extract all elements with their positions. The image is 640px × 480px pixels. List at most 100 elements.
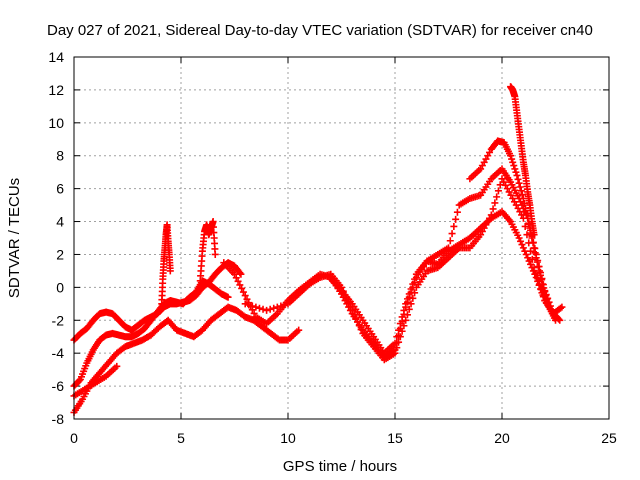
data-point <box>510 162 518 170</box>
data-point <box>529 267 537 275</box>
y-tick-label: -4 <box>52 345 65 361</box>
data-point <box>509 158 517 166</box>
data-point <box>403 295 411 303</box>
y-tick-label: 6 <box>56 181 64 197</box>
data-point <box>266 305 274 313</box>
data-point <box>493 193 501 201</box>
data-point <box>403 311 411 319</box>
data-point <box>280 301 288 309</box>
data-point <box>530 231 538 239</box>
x-tick-label: 25 <box>601 430 617 446</box>
data-point <box>224 293 232 301</box>
data-point <box>538 276 546 284</box>
data-point <box>400 322 408 330</box>
data-point <box>516 183 524 191</box>
data-point <box>250 309 258 317</box>
data-point <box>558 303 566 311</box>
data-point <box>113 362 121 370</box>
tick-label-layer: 0 5 10 15 20 25 -8 -6 -4 -2 0 2 4 6 8 10 12 14 <box>48 49 617 446</box>
data-point <box>544 299 552 307</box>
x-tick-label: 20 <box>494 430 510 446</box>
data-point <box>402 316 410 324</box>
data-point <box>398 327 406 335</box>
data-point <box>535 267 543 275</box>
data-point <box>411 275 419 283</box>
data-point <box>511 165 519 173</box>
x-tick-label: 10 <box>280 430 296 446</box>
y-tick-label: 10 <box>48 115 64 131</box>
data-point <box>295 326 303 334</box>
data-point <box>513 171 521 179</box>
data-point <box>523 231 531 239</box>
data-point <box>357 326 365 334</box>
data-point <box>514 175 522 183</box>
data-point <box>537 271 545 279</box>
series-track-h <box>466 137 559 324</box>
chart-title: Day 027 of 2021, Sidereal Day-to-day VTE… <box>47 22 593 39</box>
data-point <box>231 270 238 278</box>
data-point <box>448 230 456 238</box>
data-point <box>405 305 413 313</box>
data-point <box>407 285 415 293</box>
data-point <box>243 295 251 303</box>
data-point <box>452 215 460 223</box>
data-point <box>166 267 174 275</box>
data-point <box>232 274 240 282</box>
data-point <box>532 273 540 281</box>
data-point <box>518 241 526 249</box>
x-tick-label: 15 <box>387 430 403 446</box>
data-point <box>529 239 537 247</box>
data-point <box>391 339 399 347</box>
data-point <box>522 250 530 258</box>
x-tick-label: 0 <box>70 430 78 446</box>
data-point <box>75 377 83 385</box>
y-tick-label: 2 <box>56 246 64 262</box>
data-point <box>517 237 525 245</box>
data-point <box>534 263 542 271</box>
data-point <box>259 305 267 313</box>
data-point <box>393 333 401 341</box>
data-point <box>524 254 532 262</box>
data-point <box>525 257 533 265</box>
y-tick-label: 0 <box>56 279 64 295</box>
series-track-g <box>327 208 566 357</box>
data-point <box>491 199 499 207</box>
data-point <box>531 270 539 278</box>
data-point <box>533 258 541 266</box>
x-axis-title: GPS time / hours <box>283 458 397 475</box>
data-point <box>507 152 515 160</box>
data-point <box>537 285 545 293</box>
data-point <box>543 295 551 303</box>
data-point <box>453 208 461 216</box>
data-point <box>238 284 246 292</box>
data-point <box>395 326 403 334</box>
data-point <box>273 303 281 311</box>
data-point <box>393 344 401 352</box>
data-point <box>541 288 549 296</box>
data-point <box>494 187 502 195</box>
data-point <box>402 300 410 308</box>
data-point <box>355 322 363 330</box>
data-point <box>354 318 362 326</box>
data-point <box>395 338 403 346</box>
series-spike-6h <box>196 218 219 285</box>
data-point <box>534 277 542 285</box>
data-point <box>521 247 529 255</box>
y-tick-label: 14 <box>48 49 64 65</box>
data-point <box>515 179 523 187</box>
data-point <box>263 306 271 314</box>
data-point <box>489 205 497 213</box>
data-point <box>521 222 529 230</box>
data-point <box>539 280 547 288</box>
data-point <box>245 301 253 309</box>
data-point <box>236 269 244 277</box>
data-point <box>400 306 408 314</box>
data-point <box>512 168 520 176</box>
data-point <box>519 244 527 252</box>
data-point <box>531 249 539 257</box>
data-point <box>535 281 543 289</box>
data-point <box>234 277 242 285</box>
x-tick-label: 5 <box>177 430 185 446</box>
data-point-layer <box>70 83 566 416</box>
